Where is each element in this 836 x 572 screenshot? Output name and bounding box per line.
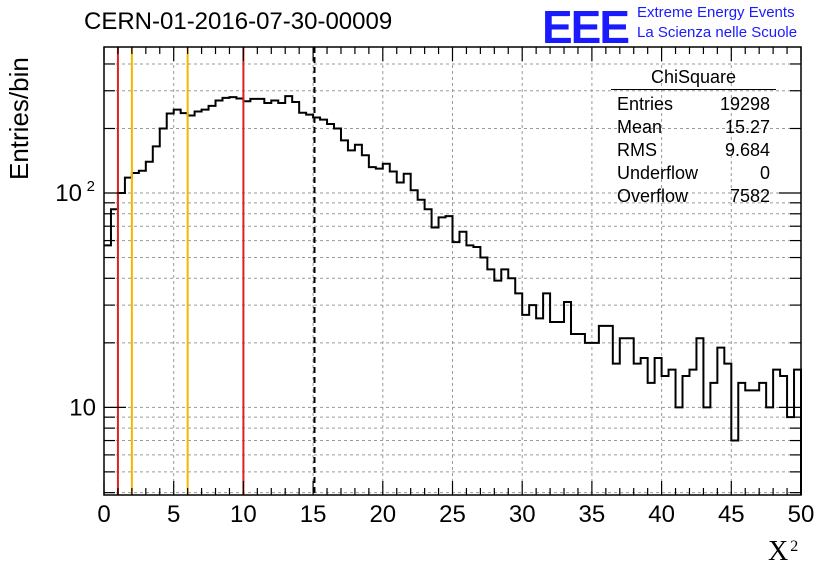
logo-line-2: La Scienza nelle Scuole [637,24,798,41]
eee-logo: EEE [542,1,630,53]
x-tick-label: 0 [97,501,110,528]
x-tick-label: 45 [718,501,745,528]
x-tick-label: 15 [300,501,327,528]
x-tick-label: 25 [439,501,466,528]
x-tick-label: 10 [230,501,257,528]
logo-line-1: Extreme Energy Events [637,4,795,21]
y-tick-exponent: 2 [87,178,95,195]
run-title: CERN-01-2016-07-30-00009 [84,8,393,35]
stats-row-rms: RMS 9.684 [617,140,770,160]
y-axis-label: Entries/bin [4,57,34,180]
stats-row-mean: Mean 15.27 [617,117,770,137]
x-tick-label: 50 [788,501,815,528]
stats-row-overflow: Overflow 7582 [617,186,770,206]
stats-box: ChiSquare Entries 19298 Mean 15.27 RMS 9.68… [611,66,776,208]
x-tick-label: 40 [648,501,675,528]
x-tick-label: 5 [167,501,180,528]
x-tick-label: 30 [509,501,536,528]
stats-row-entries: Entries 19298 [617,94,770,114]
y-tick-label: 10 [69,394,96,421]
stats-row-underflow: Underflow 0 [617,163,770,183]
x-tick-label: 35 [579,501,606,528]
x-tick-label: 20 [369,501,396,528]
histogram-series [104,95,802,495]
stats-title: ChiSquare [611,66,776,90]
y-tick-label: 10 [55,180,82,207]
